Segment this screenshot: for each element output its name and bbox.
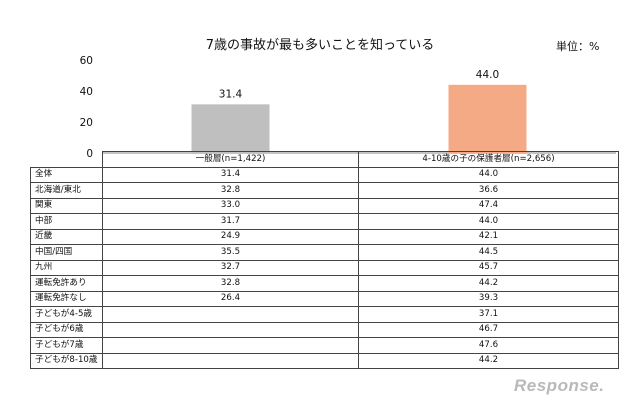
general-value: 26.4 <box>102 290 359 307</box>
general-value: 35.5 <box>102 244 359 261</box>
table-row: 子どもが6歳 46.7 <box>30 321 619 338</box>
row-label: 子どもが4-5歳 <box>30 306 103 323</box>
parents-value: 45.7 <box>358 259 619 276</box>
row-label: 運転免許あり <box>30 275 103 292</box>
y-tick-label: 40 <box>80 86 93 98</box>
parents-value: 44.2 <box>358 275 619 292</box>
parents-value: 44.0 <box>358 213 619 230</box>
table-row: 近畿 24.9 42.1 <box>30 228 619 245</box>
general-value <box>102 321 359 338</box>
general-value: 31.4 <box>102 166 359 183</box>
table-body: 全体 31.4 44.0 北海道/東北 32.8 36.6 関東 33.0 47.4 中部 31.7… <box>30 166 619 369</box>
parents-value: 37.1 <box>358 306 619 323</box>
row-label: 子どもが8-10歳 <box>30 352 103 369</box>
parents-value: 44.0 <box>358 166 619 183</box>
row-label: 中国/四国 <box>30 244 103 261</box>
row-label: 全体 <box>30 166 103 183</box>
general-value: 31.7 <box>102 213 359 230</box>
row-label: 近畿 <box>30 228 103 245</box>
bar <box>448 84 527 153</box>
parents-value: 47.4 <box>358 197 619 214</box>
general-value <box>102 306 359 323</box>
row-label: 運転免許なし <box>30 290 103 307</box>
bar-value-label: 44.0 <box>476 69 499 81</box>
table-row: 中部 31.7 44.0 <box>30 213 619 230</box>
y-tick-label: 20 <box>80 117 93 129</box>
table-header-row: 一般層(n=1,422) 4-10歳の子の保護者層(n=2,656) <box>30 151 619 168</box>
general-value <box>102 337 359 354</box>
table-row: 運転免許なし 26.4 39.3 <box>30 290 619 307</box>
response-logo: Response. <box>514 376 605 395</box>
row-label: 北海道/東北 <box>30 182 103 199</box>
unit-label: 単位：% <box>556 40 600 53</box>
parents-value: 47.6 <box>358 337 619 354</box>
parents-value: 39.3 <box>358 290 619 307</box>
header-blank <box>30 151 103 168</box>
bar-value-label: 31.4 <box>219 88 243 100</box>
general-value: 32.8 <box>102 182 359 199</box>
general-value: 24.9 <box>102 228 359 245</box>
data-table: 一般層(n=1,422) 4-10歳の子の保護者層(n=2,656) 全体 31.… <box>30 151 619 369</box>
bars <box>191 84 527 153</box>
table-row: 関東 33.0 47.4 <box>30 197 619 214</box>
general-value <box>102 352 359 369</box>
general-value: 32.8 <box>102 275 359 292</box>
table-row: 中国/四国 35.5 44.5 <box>30 244 619 261</box>
general-value: 33.0 <box>102 197 359 214</box>
chart-title: 7歳の事故が最も多いことを知っている <box>205 38 435 53</box>
row-label: 子どもが6歳 <box>30 321 103 338</box>
header-general: 一般層(n=1,422) <box>102 151 359 168</box>
parents-value: 46.7 <box>358 321 619 338</box>
parents-value: 44.2 <box>358 352 619 369</box>
row-label: 子どもが7歳 <box>30 337 103 354</box>
table-row: 子どもが8-10歳 44.2 <box>30 352 619 369</box>
table-row: 北海道/東北 32.8 36.6 <box>30 182 619 199</box>
bar <box>191 104 270 153</box>
table-row: 九州 32.7 45.7 <box>30 259 619 276</box>
table-row: 運転免許あり 32.8 44.2 <box>30 275 619 292</box>
table-row: 子どもが7歳 47.6 <box>30 337 619 354</box>
value-labels: 31.4 44.0 <box>219 69 499 101</box>
table-row: 子どもが4-5歳 37.1 <box>30 306 619 323</box>
parents-value: 44.5 <box>358 244 619 261</box>
row-label: 中部 <box>30 213 103 230</box>
header-parents: 4-10歳の子の保護者層(n=2,656) <box>358 151 619 168</box>
y-tick-label: 60 <box>80 55 93 67</box>
table-row: 全体 31.4 44.0 <box>30 166 619 183</box>
parents-value: 36.6 <box>358 182 619 199</box>
general-value: 32.7 <box>102 259 359 276</box>
parents-value: 42.1 <box>358 228 619 245</box>
row-label: 九州 <box>30 259 103 276</box>
row-label: 関東 <box>30 197 103 214</box>
